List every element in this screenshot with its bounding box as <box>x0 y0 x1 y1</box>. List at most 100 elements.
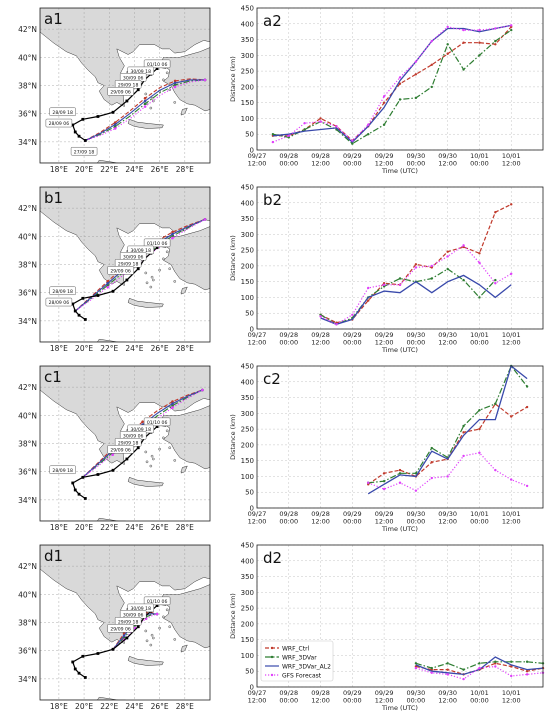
series-point-var3d <box>271 133 275 136</box>
lat-tick-label: 40°N <box>18 590 37 599</box>
obs-time-label: 29/09 18 <box>118 440 139 446</box>
series-point-ctrl <box>478 41 481 44</box>
x-tick-label-date: 09/28 <box>311 152 330 160</box>
series-point-ctrl <box>462 41 465 44</box>
lat-tick-label: 40°N <box>18 411 37 420</box>
x-tick-label-time: 12:00 <box>438 518 457 526</box>
series-point-gfs <box>478 451 481 454</box>
forecast-track-point <box>171 402 174 405</box>
forecast-track-point <box>173 79 177 83</box>
chart-plot-area <box>257 8 543 150</box>
island <box>165 71 169 75</box>
lat-tick-label: 34°N <box>18 138 37 147</box>
forecast-track-point <box>171 230 174 234</box>
lat-tick-label: 34°N <box>18 317 37 326</box>
series-point-gfs <box>494 27 497 30</box>
island <box>173 280 177 283</box>
observed-track-point <box>96 294 100 297</box>
x-tick-label-date: 09/30 <box>407 689 426 697</box>
forecast-track-point <box>141 420 144 424</box>
x-axis-label: Time (UTC) <box>381 525 418 533</box>
lon-tick-label: 22°E <box>100 523 118 532</box>
x-tick-label-date: 09/29 <box>375 510 394 518</box>
x-tick-label-date: 09/27 <box>248 331 267 339</box>
map-frame <box>39 544 211 701</box>
x-tick-label-time: 00:00 <box>470 339 489 347</box>
series-point-var3d <box>510 28 513 32</box>
observed-track-point <box>111 289 115 293</box>
lat-tick-label: 36°N <box>18 289 37 298</box>
obs-time-label-box <box>70 147 98 156</box>
series-point-gfs <box>510 478 513 481</box>
x-tick-label-time: 00:00 <box>279 697 298 705</box>
map-panel-label: d1 <box>44 547 63 565</box>
land-polygon <box>127 118 164 129</box>
lat-tick-label: 42°N <box>18 25 37 34</box>
series-point-var3d <box>462 424 465 428</box>
series-point-ctrl <box>414 73 418 76</box>
land-polygon <box>40 696 126 700</box>
chart-panel-label: b2 <box>263 191 282 209</box>
series-point-gfs <box>462 677 465 681</box>
forecast-track-point <box>106 282 109 285</box>
x-tick-label-date: 09/29 <box>375 152 394 160</box>
obs-time-label: 29/09 06 <box>110 90 131 96</box>
chart-panel-label: a2 <box>263 12 282 30</box>
map-panel: 42°N 40°N 38°N 36°N 34°N 18°E 20°E 22°E 24°E 26°E… <box>18 544 211 711</box>
obs-time-label-box <box>143 596 171 606</box>
series-point-gfs <box>510 674 513 678</box>
observed-track-point <box>81 654 85 658</box>
island <box>173 101 177 104</box>
observed-track-point <box>96 473 100 476</box>
x-tick-label-date: 09/27 <box>248 689 267 697</box>
series-point-ctrl <box>446 250 449 253</box>
series-point-ctrl <box>510 203 513 206</box>
map-land-group <box>40 366 210 521</box>
observed-track-point <box>83 139 87 142</box>
lon-tick-label: 18°E <box>50 165 68 174</box>
island <box>165 429 169 433</box>
series-point-gfs <box>303 121 306 125</box>
observed-track-point <box>96 652 100 655</box>
observed-track-point <box>73 488 77 492</box>
island <box>144 92 148 96</box>
legend-label: WRF_3DVar <box>282 654 317 661</box>
series-point-gfs <box>430 264 433 268</box>
legend-label: GFS Forecast <box>282 672 322 679</box>
y-tick-label: 250 <box>241 426 254 434</box>
forecast-track-point <box>203 78 207 82</box>
forecast-track-point <box>143 99 147 103</box>
island <box>168 446 172 450</box>
forecast-track-point <box>171 400 174 403</box>
forecast-track-point <box>143 102 147 106</box>
observed-track-point <box>83 318 87 321</box>
y-tick-label: 250 <box>241 68 254 76</box>
series-point-gfs <box>446 673 449 676</box>
series-point-var3d <box>446 43 449 46</box>
y-tick-label: 100 <box>241 115 254 123</box>
obs-time-label-box <box>49 107 76 116</box>
forecast-track-point <box>203 218 207 221</box>
x-tick-label-time: 12:00 <box>438 339 457 347</box>
distance-chart: 05010015020025030035040045009/2712:0009/… <box>229 363 544 533</box>
legend-marker <box>270 646 274 650</box>
x-tick-label-time: 00:00 <box>470 697 489 705</box>
series-point-gfs <box>351 139 354 142</box>
series-line-var3d_al2 <box>367 364 528 495</box>
obs-time-label-box <box>143 238 171 248</box>
x-tick-label-time: 00:00 <box>470 160 489 168</box>
y-tick-label: 300 <box>241 52 254 60</box>
series-point-gfs <box>510 24 513 27</box>
chart-frame <box>256 186 544 330</box>
land-polygon <box>40 338 126 342</box>
x-axis-label: Time (UTC) <box>381 704 418 712</box>
series-point-ctrl <box>494 211 497 214</box>
series-line-var3d_al2 <box>415 656 544 676</box>
x-tick-label-time: 00:00 <box>279 518 298 526</box>
series-point-var3d <box>478 662 481 665</box>
lon-tick-label: 26°E <box>151 165 169 174</box>
y-tick-label: 450 <box>241 363 254 371</box>
series-point-gfs <box>430 671 433 674</box>
series-point-var3d <box>462 278 465 282</box>
